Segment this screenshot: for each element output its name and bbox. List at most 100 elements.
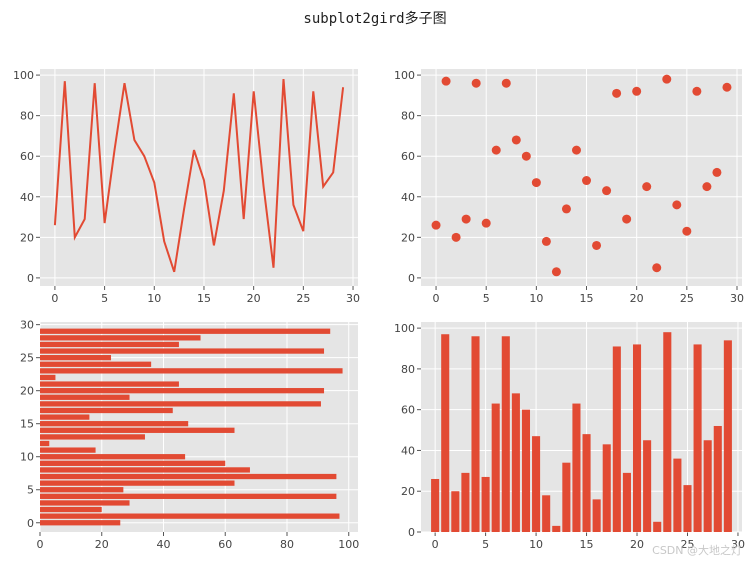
bar [40,447,96,453]
x-tick-label: 20 [247,292,261,305]
bar [723,340,732,532]
scatter-point [642,182,652,192]
scatter-point [682,226,692,236]
x-tick-label: 40 [156,538,170,551]
x-tick-label: 20 [95,538,109,551]
y-tick-label: 60 [20,150,34,163]
bar [40,348,325,354]
scatter-point [652,263,662,273]
bar [683,485,692,532]
bar [552,525,561,532]
line-plot-axes: 0 5 10 15 20 25 30 0 20 40 60 80 100 [13,69,360,305]
bar [40,421,189,427]
bar [431,478,440,532]
scatter-point [602,186,612,196]
x-tick-label: 10 [529,292,543,305]
bar [40,440,50,447]
bar [562,462,571,532]
scatter-point [491,145,501,155]
bar [471,336,480,532]
bar [653,521,662,532]
bar [40,335,201,341]
scatter-point [461,214,471,224]
bar [713,425,722,532]
bar [40,513,340,519]
bar [612,346,621,532]
bar [532,436,541,532]
bar [663,332,672,532]
y-tick-label: 20 [20,385,34,398]
scatter-point [451,232,461,242]
y-tick-label: 80 [401,363,415,376]
x-tick-label: 100 [338,538,359,551]
bar [521,409,531,532]
figure-title: subplot2gird多子图 [303,10,446,27]
bar [40,500,130,506]
bar [40,368,343,374]
bar [40,401,321,407]
bar [40,394,130,400]
scatter-point [561,204,571,214]
bar [582,434,591,532]
y-tick-label: 20 [401,485,415,498]
bar [441,334,450,532]
x-tick-label: 0 [432,538,439,551]
bar [40,414,90,420]
scatter-point [672,200,682,210]
bar [542,495,551,532]
y-tick-label: 40 [401,444,415,457]
bar [602,444,611,532]
scatter-point [722,82,732,92]
y-tick-label: 0 [408,272,415,285]
scatter-plot-axes: 0 5 10 15 20 25 30 0 20 40 60 80 100 [394,69,744,305]
bar [592,499,601,532]
series-line [53,79,345,273]
scatter-point [632,86,642,96]
bar [40,434,145,440]
plot-area [421,69,742,286]
vertical-bar-axes: 0 5 10 15 20 25 30 0 20 40 60 80 100 [394,322,745,551]
y-tick-label: 40 [401,191,415,204]
bar [40,473,337,480]
x-tick-label: 20 [630,292,644,305]
scatter-point [481,218,491,228]
scatter-point [662,74,672,84]
x-tick-label: 10 [147,292,161,305]
y-tick-label: 10 [20,451,34,464]
x-tick-label: 60 [218,538,232,551]
y-tick-label: 20 [20,231,34,244]
scatter-point [471,78,481,88]
scatter-point [441,76,451,86]
x-tick-label: 30 [731,538,745,551]
bar [40,355,112,361]
scatter-point [592,240,602,250]
scatter-point [521,151,531,161]
scatter-point [702,182,712,192]
bar [40,381,179,387]
bar [481,476,490,532]
x-tick-label: 15 [580,538,594,551]
x-tick-label: 15 [580,292,594,305]
bar [40,480,235,486]
bar [40,460,226,466]
x-tick-label: 30 [730,292,744,305]
y-tick-label: 80 [20,110,34,123]
bar [501,336,510,532]
bar [40,493,337,499]
bar [40,427,235,433]
scatter-point [431,220,441,230]
bar [703,440,712,532]
y-tick-label: 0 [27,517,34,530]
bar [673,458,682,532]
x-tick-label: 80 [280,538,294,551]
x-tick-label: 15 [197,292,211,305]
bar [40,374,56,381]
x-tick-label: 0 [37,538,44,551]
x-tick-label: 10 [529,538,543,551]
scatter-point [571,145,581,155]
y-tick-label: 80 [401,110,415,123]
bar [40,467,250,473]
x-tick-label: 0 [433,292,440,305]
watermark: CSDN @大地之灯 [652,543,742,557]
